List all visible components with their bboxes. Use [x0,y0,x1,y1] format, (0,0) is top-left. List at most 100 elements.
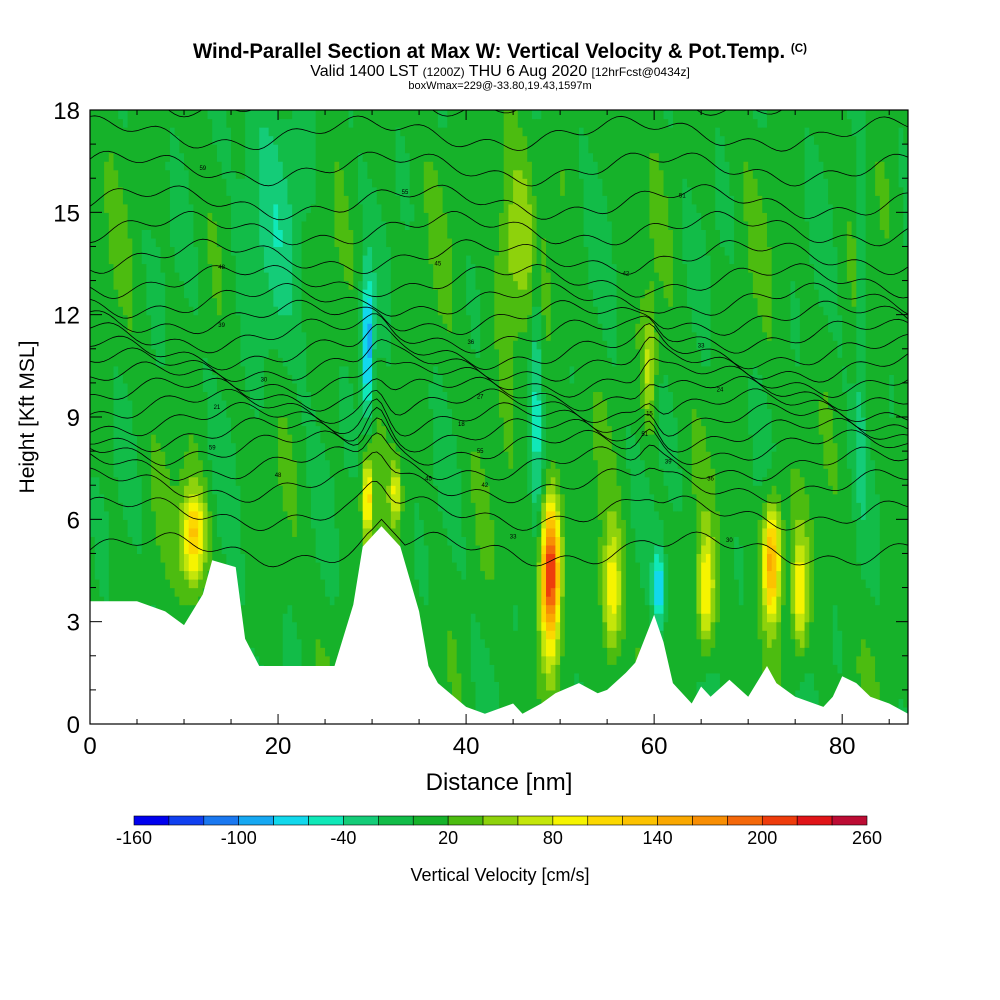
velocity-cell [357,493,364,512]
velocity-cell [734,536,740,580]
velocity-cell [630,527,636,724]
velocity-cell [809,672,815,724]
velocity-cell [151,510,157,606]
velocity-cell [188,579,195,589]
velocity-cell [588,289,594,708]
velocity-cell [367,382,373,401]
velocity-cell [198,502,204,512]
isentrope-label: 21 [214,405,221,411]
velocity-cell [804,493,810,537]
velocity-cell [390,442,397,461]
velocity-cell [155,246,162,367]
velocity-cell [306,110,312,213]
isentrope-label: 42 [482,483,489,489]
velocity-cell [828,408,834,486]
velocity-cell [447,110,453,239]
velocity-cell [630,110,636,435]
velocity-cell [748,110,754,171]
velocity-cell [884,237,890,724]
isentrope-line [90,432,908,482]
velocity-cell [799,110,806,478]
velocity-cell [494,110,500,256]
velocity-cell [160,451,166,563]
velocity-cell [184,110,190,171]
velocity-cell [546,510,552,520]
velocity-cell [602,340,608,401]
velocity-cell [287,374,293,435]
velocity-cell [550,536,557,546]
velocity-cell [231,110,237,171]
velocity-cell [729,195,735,265]
isentrope-label: 15 [646,412,653,418]
velocity-cell [640,459,646,589]
velocity-cell [687,186,693,307]
velocity-cell [771,442,777,452]
velocity-cell [621,110,627,520]
velocity-cell [513,604,519,631]
velocity-cell [762,630,768,682]
velocity-cell [400,485,406,512]
velocity-cell [649,604,655,631]
velocity-cell [184,570,190,580]
velocity-cell [409,110,415,205]
velocity-cell [762,502,768,520]
velocity-cell [456,672,462,717]
velocity-cell [828,110,834,205]
velocity-cell [339,434,345,724]
velocity-cell [348,382,354,478]
velocity-cell [536,536,542,563]
velocity-cell [762,110,768,128]
velocity-cell [437,186,444,316]
velocity-cell [198,459,204,486]
velocity-cell [602,110,608,196]
velocity-cell [372,110,378,188]
velocity-cell [578,127,585,179]
velocity-cell [715,110,721,128]
velocity-cell [508,272,514,469]
velocity-cell [188,502,195,512]
velocity-cell [165,468,171,580]
velocity-cell [889,110,895,375]
velocity-cell [569,382,575,724]
velocity-cell [611,613,618,631]
velocity-cell [372,186,378,273]
velocity-cell [287,314,293,375]
velocity-cell [790,280,796,350]
velocity-cell [273,306,279,350]
velocity-cell [762,127,768,213]
velocity-cell [701,561,707,614]
velocity-cell [282,365,289,418]
velocity-cell [795,519,801,546]
velocity-cell [193,570,199,580]
velocity-cell [550,664,557,691]
velocity-cell [710,536,716,580]
velocity-cell [781,604,787,724]
velocity-cell [113,289,119,367]
velocity-cell [555,561,561,589]
velocity-cell [546,596,552,606]
velocity-cell [273,348,279,717]
velocity-cell [752,178,759,299]
velocity-cell [654,604,660,614]
velocity-cell [292,110,298,384]
velocity-cell [555,110,561,469]
isentrope-label: 18 [458,422,465,428]
velocity-cell [611,451,618,512]
colorbar-tick-label: 140 [643,828,673,848]
velocity-cell [306,485,312,724]
velocity-cell [682,178,688,265]
colorbar-swatch [308,815,344,826]
velocity-cell [705,451,712,512]
velocity-cell [193,553,199,572]
velocity-cell [104,510,110,606]
velocity-cell [809,519,815,623]
velocity-cell [400,220,406,486]
valid-date: THU 6 Aug 2020 [468,63,588,80]
velocity-cell [766,110,773,248]
velocity-cell [108,152,115,265]
velocity-cell [611,630,618,648]
velocity-cell [541,527,547,546]
velocity-cell [846,220,853,282]
velocity-cell [531,391,538,452]
isentrope-line [90,299,908,336]
